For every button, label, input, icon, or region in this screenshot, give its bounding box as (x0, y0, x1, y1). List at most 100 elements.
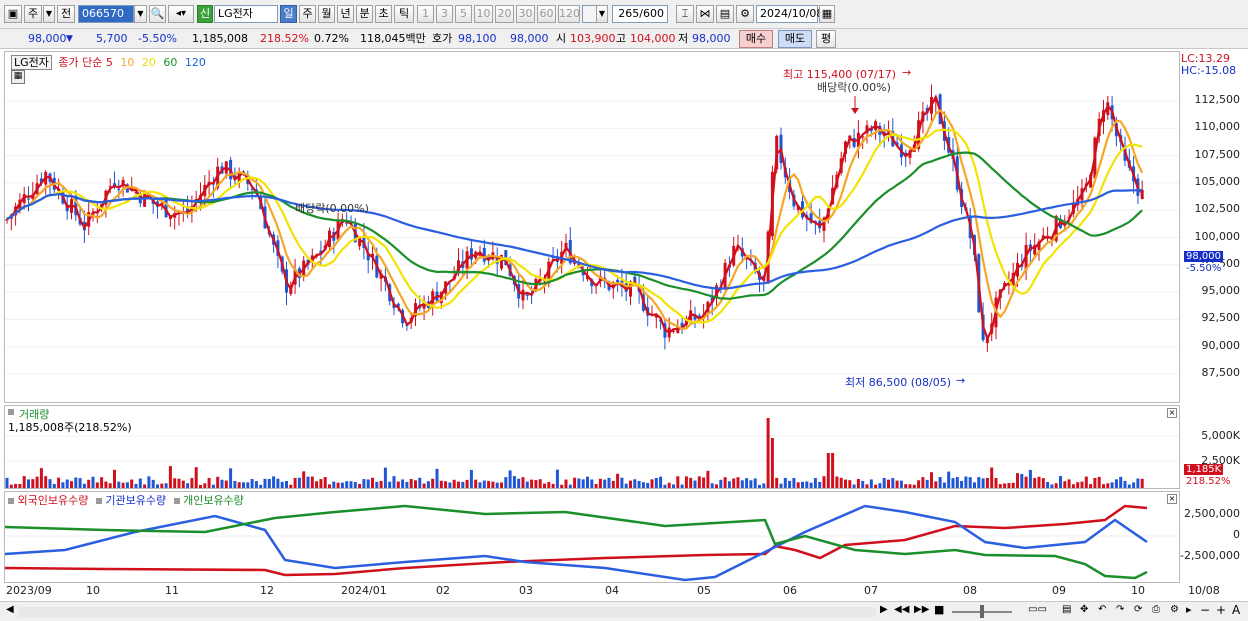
volume-bar (392, 476, 396, 488)
volume-bar (775, 477, 779, 488)
period-tick-button[interactable]: 틱 (394, 5, 414, 23)
undo-icon[interactable]: ↶ (1098, 604, 1107, 615)
volume-bar (65, 479, 69, 488)
volume-bar (18, 483, 22, 488)
calendar-icon[interactable]: ▦ (819, 5, 835, 23)
settings-icon[interactable]: ⚙ (1170, 604, 1179, 615)
holdings-chart[interactable] (5, 492, 1179, 582)
data-count-field[interactable]: 265/600 (612, 5, 668, 23)
sell-button[interactable]: 매도 (778, 30, 812, 48)
volume-chart[interactable] (5, 406, 1179, 488)
interval-10-button[interactable]: 10 (474, 5, 493, 23)
volume-bar (895, 480, 899, 488)
horizontal-scrollbar[interactable] (18, 607, 876, 617)
interval-dropdown-icon[interactable]: ▼ (596, 5, 608, 23)
stock-code-input[interactable]: 066570 (78, 5, 134, 23)
redo-icon[interactable]: ↷ (1116, 604, 1125, 615)
zoom-slider-thumb[interactable] (980, 605, 984, 618)
eval-button[interactable]: 평 (816, 30, 836, 48)
volume-bar (199, 484, 202, 488)
print-icon[interactable]: ⎙ (1152, 604, 1160, 615)
volume-bar (319, 479, 323, 488)
holdings-panel[interactable]: 외국인보유수량 기관보유수량 개인보유수량 × (4, 491, 1180, 583)
interval-60-button[interactable]: 60 (537, 5, 556, 23)
price-tick-label: 95,000 (1201, 284, 1241, 298)
price-chart-panel[interactable]: LG전자 종가 단순 5 10 20 60 120 ▦ 최고 115,400 (… (4, 51, 1180, 403)
stock-name-field[interactable]: LG전자 (214, 5, 278, 23)
refresh-icon[interactable]: ⟳ (1134, 604, 1143, 615)
holdings-close-icon[interactable]: × (1167, 494, 1177, 504)
fast-forward-icon[interactable]: ▶▶ (914, 604, 930, 615)
stock-label[interactable]: LG전자 (11, 55, 52, 70)
legend-marker-icon (173, 498, 180, 504)
date-input[interactable]: 2024/10/08 (756, 5, 823, 23)
x-label-04: 04 (605, 584, 619, 597)
buy-button[interactable]: 매수 (739, 30, 773, 48)
period-week-button[interactable]: 주 (299, 5, 316, 23)
volume-bar (104, 481, 108, 488)
panel-handle-icon[interactable] (8, 409, 14, 415)
volume-panel[interactable]: 거래량 1,185,008주(218.52%) × (4, 405, 1180, 489)
volume-bar (693, 480, 697, 488)
x-label-2024-01: 2024/01 (341, 584, 387, 597)
volume-bar (35, 476, 39, 488)
interval-120-button[interactable]: 120 (558, 5, 580, 23)
text-tool-icon[interactable]: A (1232, 603, 1241, 617)
volume-bar (1046, 481, 1050, 488)
volume-bar (1076, 482, 1080, 488)
volume-bar (551, 483, 555, 488)
grid-toggle-icon[interactable]: ▦ (11, 70, 25, 84)
indicator-icon[interactable]: ⋈ (696, 5, 714, 23)
window-menu-icon[interactable]: ▣ (4, 5, 22, 23)
plus-icon[interactable]: + (1216, 603, 1227, 617)
volume-bar (805, 481, 809, 488)
period-minute-button[interactable]: 분 (356, 5, 373, 23)
period-second-button[interactable]: 초 (375, 5, 392, 23)
prev-button[interactable]: 전 (57, 5, 75, 23)
legend-individual: 개인보유수량 (183, 494, 244, 507)
chart-type-dropdown-icon[interactable]: ▼ (43, 5, 55, 23)
gear-icon[interactable]: ⚙ (736, 5, 754, 23)
price-chart[interactable] (5, 52, 1179, 402)
period-month-button[interactable]: 월 (318, 5, 335, 23)
volume-bar (431, 478, 435, 488)
scroll-right-icon[interactable]: ▶ (880, 604, 888, 615)
candle-body (693, 314, 697, 320)
interval-20-button[interactable]: 20 (495, 5, 514, 23)
save-icon[interactable]: ▤ (716, 5, 734, 23)
stop-icon[interactable]: ■ (934, 603, 945, 616)
volume-bar (211, 484, 215, 488)
volume-bar (766, 418, 770, 488)
speaker-icon[interactable]: ◂▾ (168, 5, 194, 23)
period-day-button[interactable]: 일 (280, 5, 297, 23)
code-dropdown-icon[interactable]: ▼ (134, 5, 147, 23)
scroll-left-icon[interactable]: ◀ (6, 604, 14, 615)
candle-body (250, 188, 254, 190)
x-label-05: 05 (697, 584, 711, 597)
chart-toolbar: ▣ 주 ▼ 전 066570 ▼ 🔍 ◂▾ 신 LG전자 일 주 월 년 분 초… (0, 0, 1248, 29)
volume-bar (44, 476, 48, 488)
search-icon[interactable]: 🔍 (149, 5, 166, 23)
volume-bar (672, 484, 675, 488)
layout-icon[interactable]: ▭▭ (1028, 604, 1047, 615)
interval-30-button[interactable]: 30 (516, 5, 535, 23)
price-tick-label: 110,000 (1194, 120, 1241, 134)
volume-bar (414, 480, 417, 488)
volume-close-icon[interactable]: × (1167, 408, 1177, 418)
period-year-button[interactable]: 년 (337, 5, 354, 23)
volume-bar (530, 479, 534, 488)
candle-style-icon[interactable]: ⌶ (676, 5, 694, 23)
split-icon[interactable]: ▤ (1062, 604, 1072, 615)
volume-bar (495, 482, 499, 488)
crosshair-icon[interactable]: ✥ (1080, 604, 1089, 615)
interval-3-button[interactable]: 3 (436, 5, 453, 23)
minus-icon[interactable]: − (1200, 603, 1211, 617)
volume-bar (388, 481, 392, 488)
rewind-icon[interactable]: ◀◀ (894, 604, 910, 615)
interval-5-button[interactable]: 5 (455, 5, 472, 23)
zoom-in-icon[interactable]: ▸ (1186, 603, 1192, 616)
candle-body (108, 186, 112, 188)
chart-type-button[interactable]: 주 (24, 5, 42, 23)
volume-bar (52, 484, 56, 488)
interval-1-button[interactable]: 1 (417, 5, 434, 23)
